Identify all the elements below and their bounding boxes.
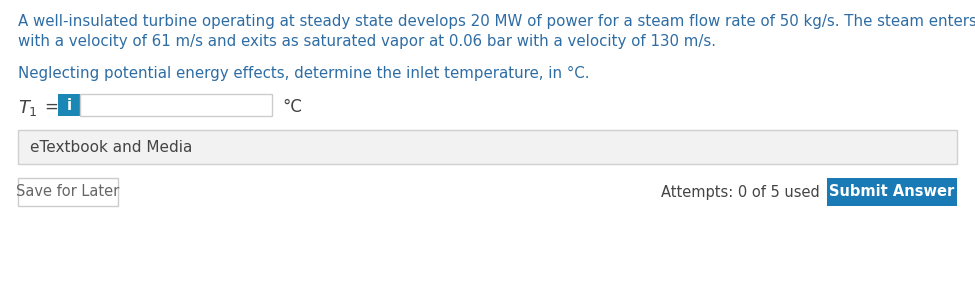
Text: Submit Answer: Submit Answer: [830, 184, 955, 199]
Text: eTextbook and Media: eTextbook and Media: [30, 140, 192, 155]
Bar: [58, 94, 80, 116]
Text: i: i: [66, 98, 71, 113]
Bar: [18, 178, 118, 206]
Bar: [18, 130, 957, 164]
Text: Attempts: 0 of 5 used: Attempts: 0 of 5 used: [661, 184, 820, 199]
Text: °C: °C: [282, 98, 302, 116]
Text: $T_1$: $T_1$: [18, 98, 38, 118]
Text: Save for Later: Save for Later: [17, 184, 120, 199]
Text: Neglecting potential energy effects, determine the inlet temperature, in °C.: Neglecting potential energy effects, det…: [18, 66, 590, 81]
Text: =: =: [44, 98, 58, 116]
Text: A well-insulated turbine operating at steady state develops 20 MW of power for a: A well-insulated turbine operating at st…: [18, 14, 975, 29]
Bar: [827, 178, 957, 206]
Bar: [80, 94, 272, 116]
Text: with a velocity of 61 m/s and exits as saturated vapor at 0.06 bar with a veloci: with a velocity of 61 m/s and exits as s…: [18, 34, 716, 49]
